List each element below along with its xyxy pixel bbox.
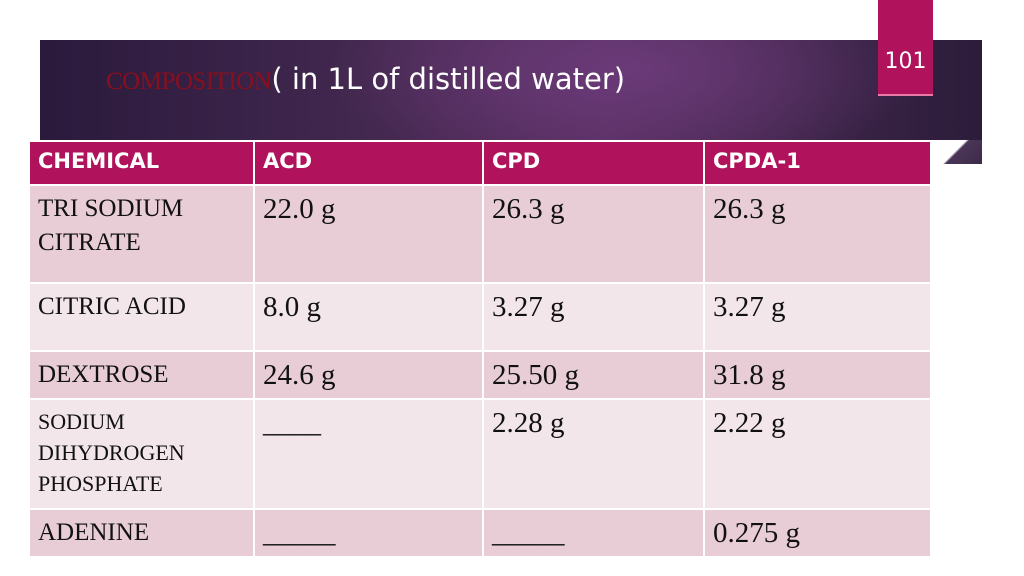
title-subtext: ( in 1L of distilled water): [271, 62, 626, 96]
cpda1-cell: 3.27 g: [703, 282, 932, 352]
column-header-cpda1: CPDA-1: [703, 140, 932, 186]
table-row: DEXTROSE 24.6 g 25.50 g 31.8 g: [28, 350, 932, 400]
cpd-cell: _____: [482, 508, 705, 558]
chemical-cell: CITRIC ACID: [28, 282, 255, 352]
table-row: TRI SODIUM CITRATE 22.0 g 26.3 g 26.3 g: [28, 184, 932, 284]
chemical-cell: ADENINE: [28, 508, 255, 558]
acd-cell: _____: [253, 508, 484, 558]
cpd-cell: 2.28 g: [482, 398, 705, 510]
cpda1-cell: 31.8 g: [703, 350, 932, 400]
acd-cell: 24.6 g: [253, 350, 484, 400]
chemical-cell: TRI SODIUM CITRATE: [28, 184, 255, 284]
cpda1-cell: 26.3 g: [703, 184, 932, 284]
table-row: ADENINE _____ _____ 0.275 g: [28, 508, 932, 558]
banner-corner-decoration: [930, 140, 982, 164]
cpd-cell: 3.27 g: [482, 282, 705, 352]
cpd-cell: 26.3 g: [482, 184, 705, 284]
table-row: SODIUM DIHYDROGEN PHOSPHATE ____ 2.28 g …: [28, 398, 932, 510]
chemical-cell: DEXTROSE: [28, 350, 255, 400]
slide-title: COMPOSITION ( in 1L of distilled water): [106, 62, 625, 108]
acd-cell: ____: [253, 398, 484, 510]
title-banner: [40, 40, 982, 140]
acd-cell: 22.0 g: [253, 184, 484, 284]
cpda1-cell: 0.275 g: [703, 508, 932, 558]
table-row: CITRIC ACID 8.0 g 3.27 g 3.27 g: [28, 282, 932, 352]
title-highlight: COMPOSITION: [106, 68, 272, 95]
cpd-cell: 25.50 g: [482, 350, 705, 400]
cpda1-cell: 2.22 g: [703, 398, 932, 510]
page-number-badge: 101: [878, 0, 933, 96]
table-header-row: CHEMICAL ACD CPD CPDA-1: [28, 140, 932, 186]
acd-cell: 8.0 g: [253, 282, 484, 352]
column-header-cpd: CPD: [482, 140, 705, 186]
column-header-chemical: CHEMICAL: [28, 140, 255, 186]
chemical-cell: SODIUM DIHYDROGEN PHOSPHATE: [28, 398, 255, 510]
column-header-acd: ACD: [253, 140, 484, 186]
composition-table: CHEMICAL ACD CPD CPDA-1 TRI SODIUM CITRA…: [28, 140, 932, 558]
